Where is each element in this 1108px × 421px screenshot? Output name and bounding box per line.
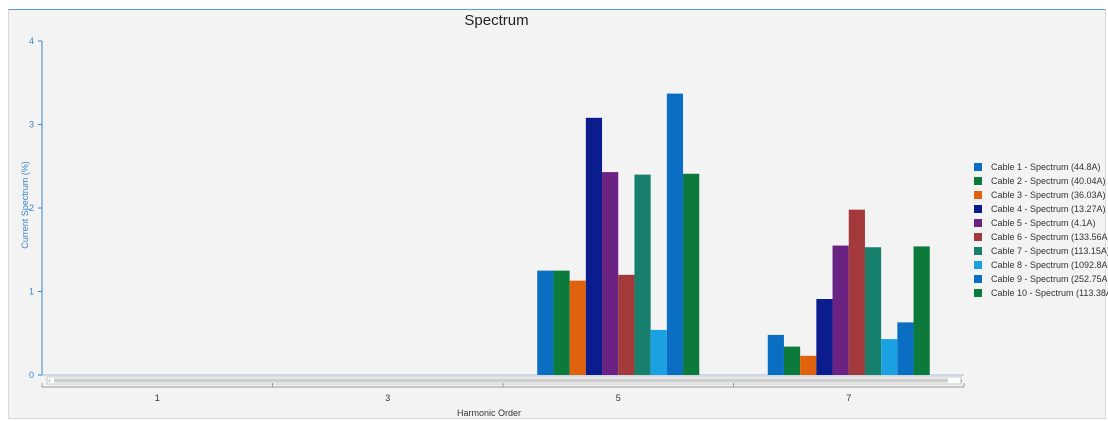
bar xyxy=(816,299,833,375)
bar xyxy=(618,274,635,375)
legend-swatch xyxy=(974,205,982,213)
legend-item: Cable 9 - Spectrum (252.75A) xyxy=(974,272,1108,286)
legend-label: Cable 7 - Spectrum (113.15A) xyxy=(991,246,1108,256)
legend-swatch xyxy=(974,177,982,185)
scrollbar-thumb xyxy=(54,378,948,383)
legend-label: Cable 2 - Spectrum (40.04A) xyxy=(991,176,1106,186)
bar xyxy=(897,322,914,375)
legend-swatch xyxy=(974,219,982,227)
legend-label: Cable 4 - Spectrum (13.27A) xyxy=(991,204,1106,214)
legend-item: Cable 6 - Spectrum (133.56A) xyxy=(974,230,1108,244)
legend-label: Cable 6 - Spectrum (133.56A) xyxy=(991,232,1108,242)
bar xyxy=(783,346,801,375)
chart-panel: Spectrum Current Spectrum (%) Harmonic O… xyxy=(8,9,1108,419)
legend-swatch xyxy=(974,289,982,297)
legend-label: Cable 9 - Spectrum (252.75A) xyxy=(991,274,1108,284)
bar xyxy=(881,339,898,375)
bar xyxy=(537,270,554,375)
legend-item: Cable 7 - Spectrum (113.15A) xyxy=(974,244,1108,258)
bar xyxy=(585,117,603,375)
chart-title: Spectrum xyxy=(464,12,529,29)
y-tick-label: 1 xyxy=(29,287,34,297)
y-tick-label: 2 xyxy=(29,203,34,213)
bar xyxy=(666,93,684,375)
bar xyxy=(800,355,817,375)
x-tick-label: 1 xyxy=(155,393,160,403)
legend-item: Cable 5 - Spectrum (4.1A) xyxy=(974,216,1108,230)
bar xyxy=(683,173,700,375)
legend-item: Cable 1 - Spectrum (44.8A) xyxy=(974,160,1108,174)
y-tick-label: 0 xyxy=(29,370,34,380)
legend-label: Cable 1 - Spectrum (44.8A) xyxy=(991,162,1101,172)
legend-item: Cable 2 - Spectrum (40.04A) xyxy=(974,174,1108,188)
bar xyxy=(913,246,930,375)
bar xyxy=(650,329,667,375)
bar xyxy=(602,172,619,375)
y-tick-label: 3 xyxy=(29,120,34,130)
bar xyxy=(864,247,882,375)
bar xyxy=(767,334,784,375)
x-tick-label: 5 xyxy=(616,393,621,403)
legend-label: Cable 10 - Spectrum (113.38A) xyxy=(991,288,1108,298)
x-tick-label: 3 xyxy=(385,393,390,403)
legend-item: Cable 8 - Spectrum (1092.8A) xyxy=(974,258,1108,272)
legend-swatch xyxy=(974,191,982,199)
plot-area: 0 1 2 3 4 ‹ › 1 3 5 7 xyxy=(29,36,965,403)
bar xyxy=(569,280,586,375)
bar xyxy=(634,174,651,375)
legend-swatch xyxy=(974,275,982,283)
legend-label: Cable 8 - Spectrum (1092.8A) xyxy=(991,260,1108,270)
legend-label: Cable 5 - Spectrum (4.1A) xyxy=(991,218,1096,228)
legend-swatch xyxy=(974,163,982,171)
scroll-left-arrow: ‹ xyxy=(48,377,51,385)
x-tick-label: 7 xyxy=(846,393,851,403)
legend-swatch xyxy=(974,261,982,269)
bar xyxy=(553,270,570,375)
legend: Cable 1 - Spectrum (44.8A) Cable 2 - Spec… xyxy=(974,160,1108,300)
legend-swatch xyxy=(974,247,982,255)
legend-item: Cable 4 - Spectrum (13.27A) xyxy=(974,202,1108,216)
scroll-right-arrow: › xyxy=(960,377,963,385)
bar xyxy=(832,245,849,375)
bar xyxy=(848,209,865,375)
legend-item: Cable 3 - Spectrum (36.03A) xyxy=(974,188,1108,202)
legend-label: Cable 3 - Spectrum (36.03A) xyxy=(991,190,1106,200)
x-axis-label: Harmonic Order xyxy=(456,408,521,418)
legend-item: Cable 10 - Spectrum (113.38A) xyxy=(974,286,1108,300)
y-tick-label: 4 xyxy=(29,36,34,46)
legend-swatch xyxy=(974,233,982,241)
